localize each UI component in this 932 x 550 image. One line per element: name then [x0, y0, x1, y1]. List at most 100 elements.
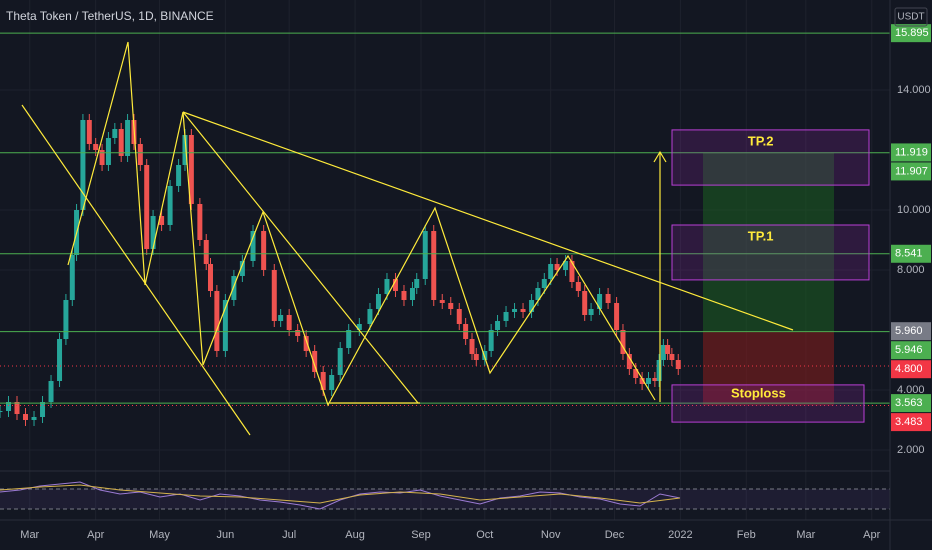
candle — [80, 120, 86, 210]
x-tick-label: Nov — [541, 529, 561, 541]
candle — [488, 330, 494, 351]
candle — [23, 414, 29, 420]
candle — [346, 330, 352, 348]
trend-line — [182, 111, 419, 404]
candle — [367, 309, 373, 324]
candle — [182, 135, 188, 165]
position-areas — [703, 152, 834, 406]
candle — [303, 336, 309, 351]
trend-lines — [21, 41, 794, 436]
candle — [231, 276, 237, 300]
candle — [144, 165, 150, 249]
x-tick-label: Sep — [411, 529, 431, 541]
x-tick-label: Jun — [217, 529, 235, 541]
zones: TP.2 TP.1 Stoploss — [671, 129, 870, 423]
candle — [541, 279, 547, 288]
candle — [456, 309, 462, 324]
candle — [286, 315, 292, 330]
candle — [656, 360, 662, 381]
currency-box — [894, 7, 928, 27]
candle — [469, 339, 475, 354]
candle — [431, 231, 437, 300]
candle — [409, 288, 415, 300]
candle — [203, 240, 209, 264]
candle — [250, 231, 256, 261]
y-tick-label: 14.000 — [897, 84, 931, 96]
price-tag-label: 11.907 — [895, 165, 928, 177]
price-tag-label: 5.946 — [895, 344, 923, 356]
candle — [69, 255, 75, 300]
x-tick-label: 2022 — [668, 529, 692, 541]
x-tick-label: Oct — [476, 529, 493, 541]
candle — [356, 324, 362, 330]
x-tick-label: Mar — [20, 529, 39, 541]
price-tag-label: 11.919 — [895, 146, 928, 158]
price-tag-label: 3.563 — [895, 397, 923, 409]
time-axis — [0, 520, 932, 550]
candle — [422, 231, 428, 279]
candle — [414, 279, 420, 288]
level-lines — [0, 32, 890, 407]
candle — [569, 261, 575, 282]
candle — [99, 150, 105, 165]
candle — [86, 120, 92, 144]
candle — [588, 309, 594, 315]
candle — [337, 348, 343, 375]
candle — [401, 291, 407, 300]
candle — [167, 186, 173, 225]
candle — [652, 378, 658, 381]
candle — [118, 129, 124, 156]
candle — [392, 279, 398, 291]
arrow-head — [653, 150, 667, 163]
candle — [271, 270, 277, 321]
rsi-pane — [0, 470, 890, 510]
price-tag-label: 8.541 — [895, 248, 923, 260]
y-tick-label: 4.000 — [897, 384, 925, 396]
candle — [176, 165, 182, 186]
price-tag — [891, 24, 931, 43]
candle — [214, 291, 220, 351]
price-tag — [891, 341, 931, 360]
price-tag-label: 3.483 — [895, 416, 923, 428]
candle — [295, 330, 301, 336]
zone-label: TP.1 — [748, 228, 774, 243]
candle — [563, 261, 569, 270]
profit-area — [703, 152, 834, 332]
price-tag — [891, 244, 931, 263]
candle — [239, 261, 245, 276]
price-tag-label: 5.960 — [895, 325, 923, 337]
candle — [520, 309, 526, 312]
axes: 14.000 10.000 8.000 4.000 2.000 Mar Apr May Jun J… — [20, 24, 931, 541]
candle — [495, 321, 501, 330]
candle — [6, 402, 12, 411]
y-tick-label: 8.000 — [897, 264, 925, 276]
candle — [125, 120, 131, 156]
candle — [633, 369, 639, 378]
candle — [31, 417, 37, 420]
price-tag — [891, 162, 931, 181]
candle — [112, 129, 118, 138]
price-tag — [891, 360, 931, 379]
candle — [548, 264, 554, 279]
zone-box — [671, 224, 870, 281]
candle — [105, 138, 111, 165]
trend-line — [21, 104, 251, 436]
currency: USDT — [897, 12, 924, 23]
candle — [197, 204, 203, 240]
rsi-band — [0, 489, 890, 509]
candle — [620, 330, 626, 354]
candle — [626, 354, 632, 369]
y-tick-label: 10.000 — [897, 204, 931, 216]
candle — [614, 303, 620, 330]
candle — [669, 354, 675, 360]
x-tick-label: Apr — [87, 529, 104, 541]
chart-title: Theta Token / TetherUS, 1D, BINANCE — [6, 9, 214, 23]
x-tick-label: Apr — [863, 529, 880, 541]
loss-area — [703, 331, 834, 406]
zone-label: Stoploss — [731, 385, 786, 400]
candle — [150, 216, 156, 249]
candle — [0, 411, 3, 412]
zone-box — [671, 129, 870, 186]
